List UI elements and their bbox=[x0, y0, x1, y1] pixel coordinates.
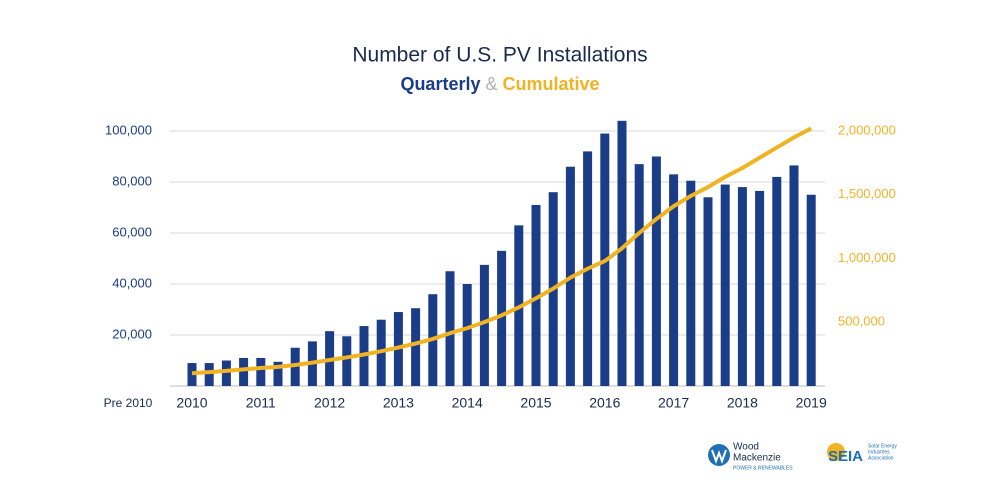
bar bbox=[772, 176, 782, 386]
x-tick-label: 2015 bbox=[520, 395, 551, 411]
bar bbox=[669, 174, 679, 386]
bar bbox=[720, 184, 730, 386]
line bbox=[191, 126, 813, 376]
y2-tick-label: 1,500,000 bbox=[838, 186, 896, 201]
bar bbox=[617, 120, 627, 387]
legend-entry: Cumulative bbox=[503, 74, 600, 94]
bar bbox=[411, 308, 421, 386]
x-tick-label: 2013 bbox=[383, 395, 414, 411]
y2-tick-label: 500,000 bbox=[838, 314, 885, 329]
bar bbox=[256, 357, 266, 386]
x-tick-label: 2018 bbox=[727, 395, 758, 411]
y-tick-label: 100,000 bbox=[105, 122, 152, 137]
logo-text: Solar Energy bbox=[868, 443, 897, 449]
bar bbox=[204, 363, 214, 386]
subtitle: Quarterly & Cumulative bbox=[400, 74, 599, 94]
y2-tick-label: 1,000,000 bbox=[838, 250, 896, 265]
logo-icon bbox=[711, 449, 727, 464]
bar bbox=[634, 164, 644, 386]
bar bbox=[479, 264, 489, 386]
y2-tick-label: 2,000,000 bbox=[838, 122, 896, 137]
bar bbox=[273, 361, 283, 386]
bar bbox=[703, 197, 713, 386]
x-tick-label: 2019 bbox=[796, 395, 827, 411]
bar bbox=[342, 336, 352, 386]
bar bbox=[737, 187, 747, 386]
logo-text: SEIA bbox=[828, 448, 863, 465]
x-tick-label: 2016 bbox=[589, 395, 620, 411]
chart-title: Number of U.S. PV Installations bbox=[352, 44, 647, 67]
bar bbox=[462, 284, 472, 386]
logo-icon bbox=[827, 443, 845, 461]
bar bbox=[686, 180, 696, 386]
bar bbox=[651, 156, 661, 386]
bar bbox=[445, 271, 455, 386]
y-tick-label: 40,000 bbox=[112, 275, 152, 290]
logo-text: Wood bbox=[733, 442, 759, 453]
wood-mackenzie-logo: Wood Mackenzie POWER & RENEWABLES bbox=[708, 442, 793, 471]
x-tick-label: 2011 bbox=[246, 395, 276, 411]
subtitle-separator: & bbox=[486, 74, 498, 94]
bar bbox=[187, 363, 197, 386]
bar bbox=[221, 360, 231, 386]
bar bbox=[497, 250, 507, 386]
bar bbox=[789, 165, 799, 386]
seia-logo: SEIA Solar Energy Industries Association bbox=[827, 443, 897, 465]
x-tick-label: 2017 bbox=[658, 395, 689, 411]
logo-text: Association bbox=[868, 455, 894, 461]
bar bbox=[239, 357, 249, 386]
logo-text: POWER & RENEWABLES bbox=[733, 465, 793, 471]
logo-text: Industries bbox=[868, 449, 890, 455]
logo-text: Mackenzie bbox=[733, 453, 781, 464]
bar bbox=[806, 194, 816, 386]
y-tick-label: 60,000 bbox=[112, 224, 152, 239]
legend-entry: Quarterly bbox=[400, 74, 480, 94]
x-tick-label: Pre 2010 bbox=[104, 396, 153, 410]
y-tick-label: 80,000 bbox=[112, 173, 152, 188]
x-tick-label: 2010 bbox=[176, 395, 207, 411]
x-tick-label: 2012 bbox=[314, 395, 345, 411]
bar bbox=[531, 204, 541, 386]
bar bbox=[755, 190, 765, 386]
y-tick-label: 20,000 bbox=[112, 326, 152, 341]
x-tick-label: 2014 bbox=[452, 395, 483, 411]
